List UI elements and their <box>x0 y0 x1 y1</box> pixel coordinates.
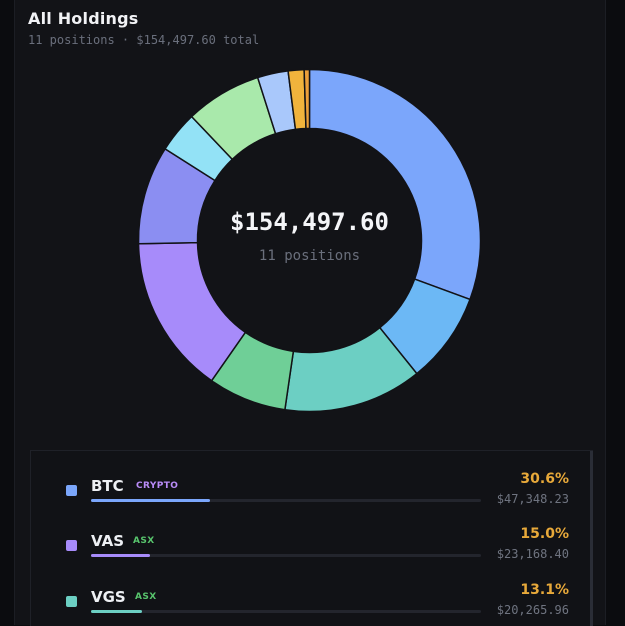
allocation-donut-chart: $154,497.60 11 positions <box>137 68 482 413</box>
holdings-list[interactable]: BTC CRYPTO 30.6% $47,348.23 VAS ASX 15.0… <box>30 450 593 626</box>
holding-row-btc[interactable]: BTC CRYPTO 30.6% $47,348.23 <box>31 459 586 511</box>
holding-symbol: VGS <box>91 588 126 606</box>
donut-svg <box>137 68 482 413</box>
holding-percent: 30.6% <box>520 471 569 487</box>
holding-row-vas[interactable]: VAS ASX 15.0% $23,168.40 <box>31 514 586 566</box>
list-scrollbar[interactable] <box>590 451 593 626</box>
holding-percent: 13.1% <box>520 582 569 598</box>
allocation-bar-fill <box>91 499 211 502</box>
holding-symbol: BTC <box>91 477 124 495</box>
donut-segment-10[interactable] <box>303 68 311 130</box>
asset-class-tag: ASX <box>135 592 157 602</box>
holding-percent: 15.0% <box>520 526 569 542</box>
allocation-bar <box>91 499 481 502</box>
asset-class-tag: ASX <box>133 536 155 546</box>
holding-row-vgs[interactable]: VGS ASX 13.1% $20,265.96 <box>31 570 586 622</box>
page-title: All Holdings <box>28 9 139 28</box>
total-value: $154,497.60 <box>230 208 389 236</box>
color-swatch <box>66 485 77 496</box>
donut-segment-0[interactable] <box>308 68 482 301</box>
allocation-bar <box>91 610 481 613</box>
holdings-summary: 11 positions · $154,497.60 total <box>28 33 260 47</box>
color-swatch <box>66 540 77 551</box>
allocation-bar <box>91 554 481 557</box>
holding-amount: $23,168.40 <box>496 547 569 561</box>
color-swatch <box>66 596 77 607</box>
holding-amount: $47,348.23 <box>496 492 569 506</box>
asset-class-tag: CRYPTO <box>136 481 179 491</box>
holding-symbol: VAS <box>91 532 125 550</box>
allocation-bar-fill <box>91 554 150 557</box>
positions-count: 11 positions <box>258 248 361 264</box>
allocation-bar-fill <box>91 610 143 613</box>
holding-amount: $20,265.96 <box>496 603 569 617</box>
